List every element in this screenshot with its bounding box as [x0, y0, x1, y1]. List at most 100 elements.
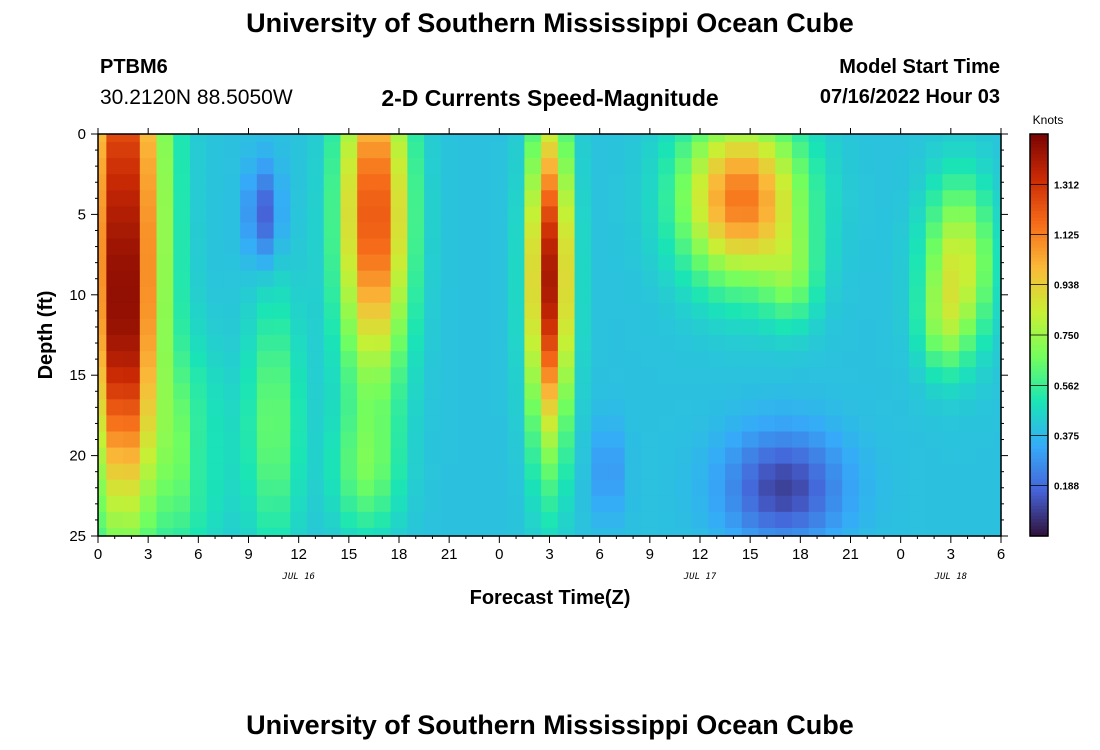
heatmap-cell — [407, 399, 425, 416]
colorbar-band — [1030, 345, 1048, 349]
heatmap-cell — [98, 495, 107, 513]
heatmap-cell — [123, 495, 141, 513]
heatmap-cell — [858, 431, 877, 449]
heatmap-cell — [574, 527, 592, 537]
heatmap-cell — [959, 270, 977, 288]
colorbar-band — [1030, 324, 1048, 329]
heatmap-cell — [507, 399, 526, 416]
colorbar-band — [1030, 274, 1048, 279]
heatmap-cell — [323, 367, 342, 384]
heatmap-cell — [842, 302, 860, 320]
heatmap-cell — [407, 527, 425, 537]
heatmap-cell — [541, 254, 559, 272]
heatmap-cell — [390, 238, 408, 256]
heatmap-cell — [474, 254, 492, 272]
heatmap-cell — [608, 286, 626, 304]
heatmap-cell — [440, 383, 459, 400]
colorbar-band — [1030, 522, 1048, 527]
heatmap-cell — [424, 318, 442, 336]
heatmap-cell — [290, 134, 308, 143]
heatmap-cell — [156, 206, 174, 224]
heatmap-cell — [223, 174, 241, 191]
heatmap-cell — [524, 174, 542, 191]
heatmap-cell — [741, 383, 760, 400]
heatmap-cell — [390, 270, 408, 288]
heatmap-cell — [357, 495, 375, 513]
colorbar-band — [1030, 391, 1048, 396]
heatmap-cell — [574, 142, 592, 159]
heatmap-cell — [173, 174, 191, 191]
heatmap-cell — [641, 158, 659, 175]
heatmap-cell — [741, 174, 760, 191]
heatmap-cell — [825, 206, 843, 224]
heatmap-cell — [206, 479, 225, 497]
heatmap-cell — [658, 431, 676, 449]
heatmap-cell — [98, 335, 107, 352]
heatmap-cell — [624, 174, 643, 191]
colorbar-band — [1030, 388, 1048, 393]
heatmap-cell — [775, 335, 793, 352]
heatmap-cell — [390, 286, 408, 304]
heatmap-cell — [524, 479, 542, 497]
heatmap-cell — [608, 142, 626, 159]
heatmap-cell — [725, 431, 743, 449]
heatmap-cell — [959, 399, 977, 416]
colorbar-band — [1030, 221, 1048, 226]
heatmap-cell — [658, 447, 676, 465]
heatmap-cell — [641, 238, 659, 256]
heatmap-cell — [323, 431, 342, 449]
heatmap-cell — [139, 238, 158, 256]
heatmap-cell — [959, 447, 977, 465]
heatmap-cell — [407, 158, 425, 175]
heatmap-cell — [608, 479, 626, 497]
heatmap-cell — [658, 495, 676, 513]
heatmap-cell — [691, 415, 709, 433]
heatmap-cell — [240, 335, 258, 352]
heatmap-cell — [373, 190, 392, 207]
colorbar-band — [1030, 519, 1048, 524]
heatmap-cell — [340, 335, 358, 352]
heatmap-cell — [741, 335, 760, 352]
heatmap-cell — [557, 463, 576, 481]
heatmap-cell — [357, 158, 375, 175]
heatmap-cell — [825, 158, 843, 175]
heatmap-cell — [725, 174, 743, 191]
heatmap-cell — [825, 335, 843, 352]
heatmap-cell — [106, 190, 124, 207]
heatmap-cell — [139, 383, 158, 400]
heatmap-cell — [775, 367, 793, 384]
heatmap-cell — [624, 158, 643, 175]
heatmap-cell — [223, 351, 241, 368]
heatmap-cell — [808, 302, 827, 320]
y-tick-label: 5 — [78, 206, 86, 223]
heatmap-cell — [574, 254, 592, 272]
heatmap-cell — [959, 431, 977, 449]
heatmap-cell — [591, 142, 609, 159]
heatmap-cell — [323, 511, 342, 529]
heatmap-cell — [674, 174, 693, 191]
heatmap-cell — [357, 527, 375, 537]
heatmap-cell — [975, 479, 994, 497]
heatmap-cell — [674, 270, 693, 288]
heatmap-cell — [307, 174, 325, 191]
heatmap-cell — [842, 254, 860, 272]
heatmap-cell — [541, 190, 559, 207]
heatmap-cell — [674, 415, 693, 433]
heatmap-cell — [842, 142, 860, 159]
heatmap-cell — [725, 206, 743, 224]
heatmap-cell — [909, 286, 927, 304]
heatmap-cell — [106, 431, 124, 449]
heatmap-cell — [273, 399, 291, 416]
heatmap-cell — [674, 511, 693, 529]
heatmap-cell — [139, 318, 158, 336]
heatmap-cell — [457, 142, 475, 159]
heatmap-cell — [992, 318, 1002, 336]
heatmap-cell — [490, 479, 509, 497]
heatmap-cell — [457, 318, 475, 336]
heatmap-cell — [591, 286, 609, 304]
heatmap-cell — [691, 222, 709, 240]
heatmap-cell — [307, 399, 325, 416]
heatmap-cell — [959, 367, 977, 384]
heatmap-cell — [424, 479, 442, 497]
heatmap-cell — [975, 254, 994, 272]
